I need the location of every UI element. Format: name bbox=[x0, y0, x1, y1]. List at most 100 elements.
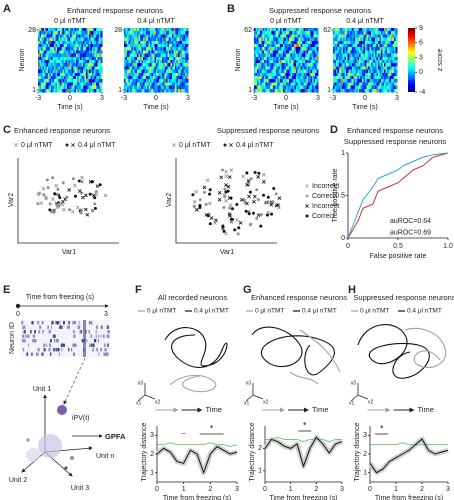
heatmap-cell bbox=[170, 37, 173, 42]
heatmap-cell bbox=[141, 56, 144, 61]
heatmap-cell bbox=[354, 79, 357, 83]
heatmap-cell bbox=[61, 72, 64, 77]
heatmap-cell bbox=[55, 85, 58, 90]
heatmap-cell bbox=[350, 34, 353, 38]
heatmap-cell bbox=[277, 50, 280, 54]
scatter-point bbox=[208, 192, 212, 196]
heatmap-cell bbox=[304, 40, 307, 45]
heatmap-cell bbox=[395, 63, 398, 67]
heatmap-cell bbox=[84, 79, 87, 83]
heatmap-cell bbox=[366, 37, 369, 42]
heatmap-cell bbox=[278, 72, 281, 77]
heatmap-cell bbox=[340, 85, 343, 90]
heatmap-cell bbox=[141, 40, 144, 45]
heatmap-cell bbox=[373, 44, 376, 48]
heatmap-cell bbox=[55, 53, 58, 58]
heatmap-cell bbox=[386, 82, 389, 86]
scatter-point bbox=[194, 190, 199, 194]
heatmap-cell bbox=[270, 69, 272, 74]
heatmap-cell bbox=[284, 76, 287, 80]
heatmap-cell bbox=[310, 82, 313, 86]
heatmap-cell bbox=[310, 60, 313, 64]
heatmap-cell bbox=[343, 66, 345, 70]
heatmap-cell bbox=[183, 37, 186, 42]
heatmap-cell bbox=[129, 37, 132, 42]
heatmap-cell bbox=[54, 56, 56, 61]
heatmap-cell bbox=[141, 28, 144, 32]
heatmap-cell bbox=[88, 85, 91, 90]
heatmap-cell bbox=[255, 50, 258, 54]
axis bbox=[347, 153, 448, 239]
scatter-point bbox=[221, 226, 225, 231]
heatmap-cell bbox=[395, 85, 398, 90]
heatmap-cell bbox=[388, 60, 391, 64]
heatmap-cell bbox=[379, 82, 382, 86]
heatmap-cell bbox=[56, 85, 59, 90]
heatmap-cell bbox=[349, 31, 351, 35]
heatmap-cell bbox=[132, 50, 135, 54]
heatmap-cell bbox=[344, 53, 347, 58]
heatmap-cell bbox=[43, 56, 46, 61]
heatmap-cell bbox=[48, 66, 50, 70]
heatmap-cell bbox=[296, 60, 298, 64]
heatmap-cell bbox=[338, 76, 341, 80]
colorbar-tick-label: 6 bbox=[419, 40, 423, 47]
heatmap-cell bbox=[172, 79, 174, 83]
heatmap-cell bbox=[45, 44, 48, 48]
heatmap-cell bbox=[356, 37, 359, 42]
heatmap-cell bbox=[291, 66, 294, 70]
scatter-point bbox=[79, 211, 83, 215]
heatmap-cell bbox=[72, 37, 75, 42]
heatmap-cell bbox=[349, 60, 351, 64]
heatmap-cell bbox=[141, 82, 144, 86]
heatmap-cell bbox=[100, 69, 103, 74]
heatmap-cell bbox=[137, 63, 139, 67]
heatmap-cell bbox=[286, 82, 288, 86]
heatmap-cell bbox=[49, 40, 52, 45]
scatter-point bbox=[93, 206, 97, 210]
heatmap-cell bbox=[341, 79, 344, 83]
heatmap-cell bbox=[303, 79, 306, 83]
heatmap-cell bbox=[185, 79, 187, 83]
heatmap-cell bbox=[142, 79, 145, 83]
heatmap-cell bbox=[91, 31, 94, 35]
heatmap-cell bbox=[365, 47, 367, 51]
heatmap-cell bbox=[379, 44, 382, 48]
heatmap-cell bbox=[134, 53, 136, 58]
heatmap-cell bbox=[386, 31, 389, 35]
heatmap-cell bbox=[150, 79, 152, 83]
heatmap-cell bbox=[256, 47, 259, 51]
heatmap-cell bbox=[271, 47, 274, 51]
heatmap-cell bbox=[315, 85, 317, 90]
heatmap-cell bbox=[43, 53, 46, 58]
heatmap-cell bbox=[278, 63, 281, 67]
heatmap-cell bbox=[360, 40, 363, 45]
heatmap-cell bbox=[145, 44, 148, 48]
spike bbox=[34, 339, 37, 343]
heatmap-cell bbox=[382, 37, 385, 42]
heatmap-cell bbox=[350, 88, 353, 93]
heatmap-cell bbox=[378, 63, 380, 67]
heatmap-cell bbox=[72, 31, 75, 35]
heatmap-cell bbox=[45, 72, 48, 77]
heatmap-cell bbox=[272, 82, 275, 86]
heatmap-cell bbox=[365, 72, 367, 77]
y-tick-label: 1 bbox=[258, 468, 262, 475]
heatmap-cell bbox=[40, 37, 43, 42]
heatmap-cell bbox=[258, 66, 261, 70]
heatmap-cell bbox=[176, 82, 179, 86]
heatmap-cell bbox=[166, 34, 168, 38]
heatmap-cell bbox=[65, 60, 68, 64]
heatmap-cell bbox=[176, 31, 179, 35]
heatmap-cell bbox=[382, 56, 385, 61]
heatmap-cell bbox=[362, 60, 364, 64]
heatmap-cell bbox=[71, 56, 74, 61]
heatmap-cell bbox=[313, 53, 316, 58]
heatmap-cell bbox=[58, 72, 61, 77]
heatmap-cell bbox=[288, 40, 291, 45]
heatmap-cell bbox=[264, 50, 266, 54]
heatmap-cell bbox=[51, 31, 53, 35]
heatmap-cell bbox=[392, 47, 395, 51]
heatmap-cell bbox=[99, 34, 101, 38]
heatmap-cell bbox=[172, 50, 174, 54]
